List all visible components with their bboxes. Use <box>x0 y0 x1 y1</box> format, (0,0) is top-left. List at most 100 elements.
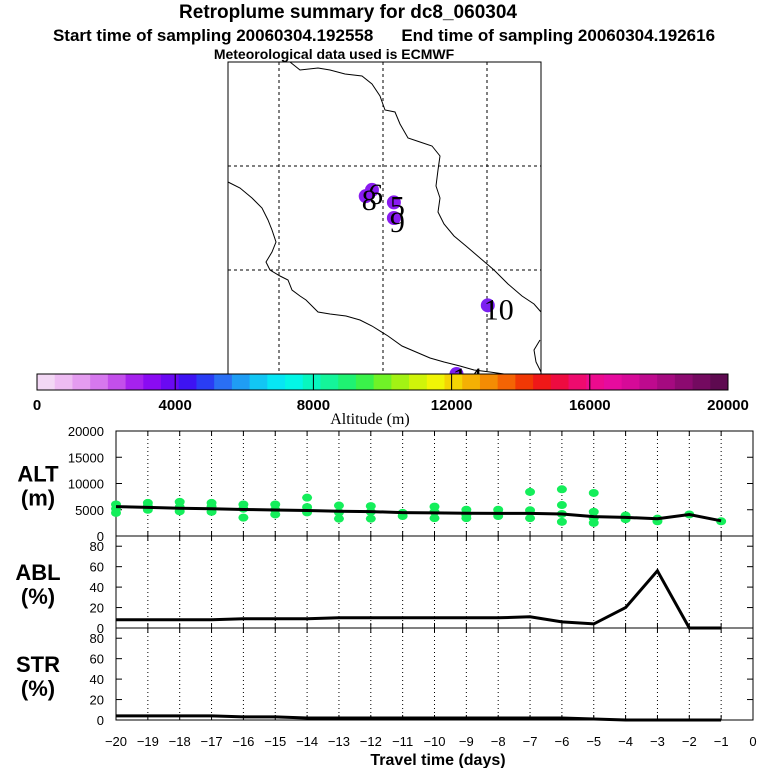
colorbar-swatch <box>533 374 552 390</box>
colorbar-swatch <box>497 374 516 390</box>
y-tick-label: 60 <box>90 652 104 667</box>
colorbar-tick-label: 16000 <box>569 397 611 414</box>
chart-title: Retroplume summary for dc8_060304 <box>179 2 517 23</box>
panel-frame <box>115 535 754 629</box>
y-tick-label: 20000 <box>68 424 104 439</box>
panel-label: STR <box>16 652 60 677</box>
scatter-point <box>111 508 121 517</box>
series-line <box>116 568 722 630</box>
colorbar-swatch <box>657 374 676 390</box>
colorbar-swatch <box>355 374 375 390</box>
y-tick-label: 10000 <box>68 477 104 492</box>
panel-alt: 0 5000 10000 15000 20000 ALT(m) <box>17 424 754 544</box>
y-tick-label: 80 <box>90 539 104 554</box>
colorbar-swatch <box>568 374 587 390</box>
colorbar-swatch <box>710 374 729 390</box>
x-tick-label: −19 <box>137 734 159 749</box>
colorbar-swatch <box>285 374 304 390</box>
scatter-point <box>302 493 313 502</box>
colorbar-swatch <box>196 374 215 390</box>
x-tick-label: −9 <box>459 734 474 749</box>
y-tick-label: 0 <box>97 621 104 636</box>
x-tick-label: −12 <box>360 734 382 749</box>
map-point-label: 9 <box>390 206 405 239</box>
scatter-point <box>429 514 440 523</box>
start-time-label: Start time of sampling 20060304.192558 <box>52 26 374 45</box>
x-tick-label: −14 <box>296 734 318 749</box>
colorbar-swatch <box>249 374 268 390</box>
series-line <box>115 505 722 523</box>
y-tick-label: 60 <box>90 560 104 575</box>
y-tick-label: 20 <box>90 693 104 708</box>
y-tick-label: 5000 <box>75 503 104 518</box>
y-tick-label: 40 <box>90 672 104 687</box>
x-tick-label: −3 <box>650 734 665 749</box>
scatter-point <box>238 513 249 522</box>
colorbar-swatch <box>37 374 56 390</box>
scatter-point <box>270 500 281 509</box>
scatter-point <box>238 500 249 509</box>
panel-label: ALT <box>17 462 59 487</box>
map-point-label: 10 <box>484 293 514 326</box>
colorbar-swatch <box>462 374 481 390</box>
colorbar-swatch <box>161 374 180 390</box>
map-point <box>358 189 373 204</box>
x-tick-label: −5 <box>586 734 601 749</box>
y-tick-label: 15000 <box>68 450 104 465</box>
scatter-point <box>142 498 153 507</box>
map-panel: 56891014 <box>227 61 542 395</box>
sampling-times: Start time of sampling 20060304.192558 En… <box>0 26 768 46</box>
colorbar-swatch <box>639 374 658 390</box>
colorbar-swatch <box>338 374 357 390</box>
scatter-point <box>525 487 536 496</box>
y-tick-label: 20 <box>90 601 104 616</box>
y-tick-label: 0 <box>97 529 104 544</box>
colorbar-swatch <box>409 374 428 390</box>
x-tick-label: −13 <box>328 734 350 749</box>
scatter-point <box>206 498 217 507</box>
x-tick-label: −4 <box>618 734 633 749</box>
map-point-label: 8 <box>362 184 377 217</box>
x-tick-label: −17 <box>201 734 223 749</box>
colorbar-swatch <box>391 374 410 390</box>
y-tick-label: 0 <box>97 713 104 728</box>
scatter-point <box>333 514 344 523</box>
x-tick-label: −15 <box>264 734 286 749</box>
scatter-point <box>525 514 536 523</box>
x-tick-label: −16 <box>232 734 254 749</box>
scatter-point <box>365 514 376 523</box>
map-point <box>480 298 495 313</box>
x-tick-label: −2 <box>682 734 697 749</box>
scatter-point <box>556 517 567 526</box>
scatter-point <box>270 510 281 519</box>
x-tick-label: −18 <box>169 734 191 749</box>
series-line <box>116 714 722 722</box>
colorbar-swatch <box>143 374 162 390</box>
colorbar-swatch <box>515 374 534 390</box>
panel-frame <box>115 627 754 721</box>
x-tick-label: −1 <box>714 734 729 749</box>
map-graticule <box>228 62 541 374</box>
map-trajectory-points: 56891014 <box>358 178 514 395</box>
colorbar-title: Altitude (m) <box>330 411 410 428</box>
scatter-point <box>429 502 440 511</box>
x-tick-label: −8 <box>491 734 506 749</box>
met-data-label: Meteorological data used is ECMWF <box>213 46 455 62</box>
x-tick-label: 0 <box>749 734 756 749</box>
scatter-point <box>493 505 504 514</box>
time-series-panels: 05000100001500020000ALT(m)020406080ABL(%… <box>15 424 756 768</box>
colorbar-swatch <box>72 374 91 390</box>
colorbar-swatch <box>621 374 640 390</box>
map-point <box>386 195 401 210</box>
scatter-point <box>588 507 599 516</box>
colorbar-swatch <box>692 374 711 390</box>
panel-unit: (%) <box>21 676 55 701</box>
x-tick-label: −20 <box>105 734 127 749</box>
map-point-label: 6 <box>368 178 383 211</box>
colorbar-swatch <box>373 374 392 390</box>
colorbar-tick-label: 20000 <box>707 397 749 414</box>
colorbar-swatch <box>444 374 463 390</box>
y-tick-label: 80 <box>90 631 104 646</box>
